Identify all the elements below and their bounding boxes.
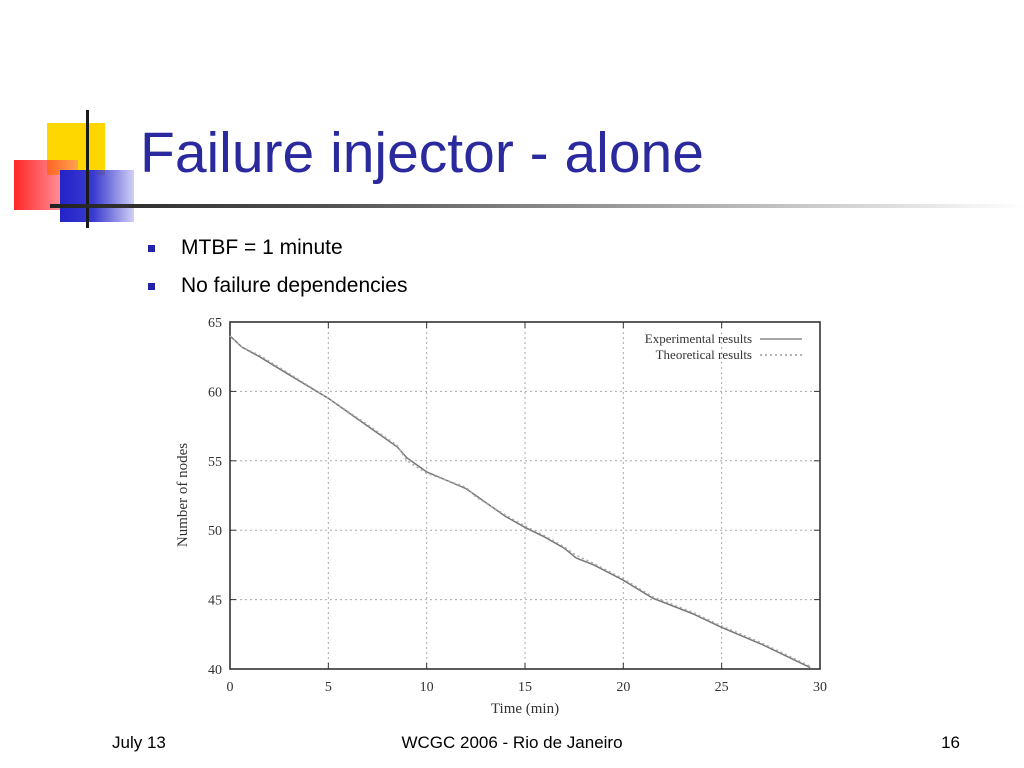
bullet-text: MTBF = 1 minute [181,236,343,259]
bullet-item: No failure dependencies [148,274,408,312]
bullet-list: MTBF = 1 minute No failure dependencies [148,236,408,312]
x-tick-label: 15 [518,680,532,695]
chart-ticks: 0 5 10 15 20 25 30 40 45 50 55 60 65 [208,316,827,695]
y-tick-label: 55 [208,455,222,470]
footer-date: July 13 [112,733,166,752]
footer-page-number: 16 [941,733,960,752]
legend-label: Theoretical results [656,347,752,362]
title-underline [50,204,1024,208]
y-axis-label: Number of nodes [175,443,191,547]
x-tick-label: 30 [813,680,827,695]
x-axis-label: Time (min) [491,701,559,717]
series-line-experimental [229,335,811,669]
x-tick-label: 20 [616,680,630,695]
y-tick-label: 40 [208,663,222,678]
bullet-text: No failure dependencies [181,274,408,297]
plot-frame [229,321,821,670]
y-tick-label: 60 [208,385,222,400]
square-bullet-icon [148,245,155,252]
x-tick-label: 10 [420,680,434,695]
bullet-item: MTBF = 1 minute [148,236,408,274]
y-tick-label: 45 [208,594,222,609]
footer-event: WCGC 2006 - Rio de Janeiro [401,733,623,752]
slide-title: Failure injector - alone [140,121,704,185]
series-line-theoretical [229,335,811,667]
x-tick-label: 5 [325,680,332,695]
legend-label: Experimental results [645,331,752,346]
x-tick-label: 0 [227,680,234,695]
chart-legend: Experimental results Theoretical results [645,331,802,362]
chart-grid [230,322,820,669]
x-tick-label: 25 [715,680,729,695]
decor-vertical-line [86,110,89,228]
square-bullet-icon [148,283,155,290]
y-tick-label: 65 [208,316,222,331]
decor-blue-square [60,170,134,222]
y-tick-label: 50 [208,524,222,539]
line-chart: 0 5 10 15 20 25 30 40 45 50 55 60 65 Experimental re… [175,316,827,717]
chart-series [229,335,811,669]
